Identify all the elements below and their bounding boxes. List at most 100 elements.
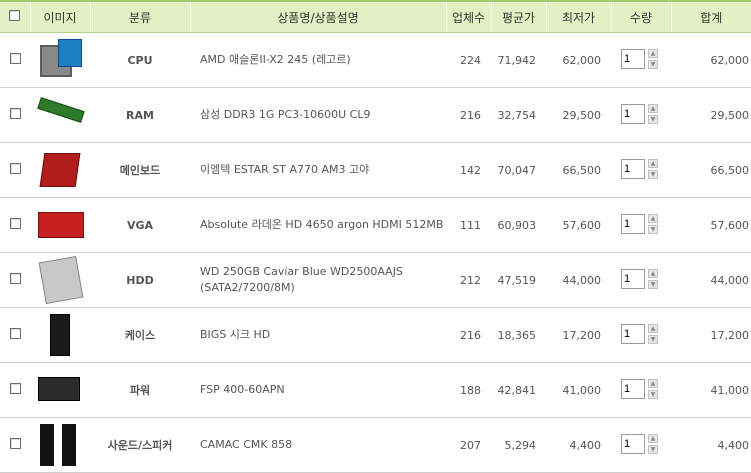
lowest-price[interactable]: 62,000 [546, 32, 611, 88]
category-label: CPU [90, 32, 190, 88]
quantity-input[interactable] [621, 159, 645, 179]
average-price: 47,519 [491, 252, 546, 308]
row-checkbox[interactable] [0, 307, 30, 363]
product-name-link[interactable]: WD 250GB Caviar Blue WD2500AAJS (SATA2/7… [190, 252, 446, 308]
quantity-stepper[interactable]: ▲▼ [611, 307, 671, 363]
hdd-image[interactable] [36, 255, 84, 304]
product-name-link[interactable]: 삼성 DDR3 1G PC3-10600U CL9 [190, 87, 446, 143]
product-image-cell[interactable] [30, 197, 90, 253]
increment-icon[interactable]: ▲ [648, 214, 658, 223]
average-price: 42,841 [491, 362, 546, 418]
psu-image[interactable] [36, 367, 84, 411]
row-total: 4,400 [671, 417, 751, 473]
product-name-link[interactable]: BIGS 시크 HD [190, 307, 446, 363]
checkbox-box[interactable] [9, 383, 21, 394]
table-header: 이미지 분류 상품명/상품설명 업체수 평균가 최저가 수량 합계 [0, 0, 751, 33]
table-row: HDD WD 250GB Caviar Blue WD2500AAJS (SATA… [0, 252, 751, 308]
row-checkbox[interactable] [0, 197, 30, 253]
mainboard-image[interactable] [36, 147, 84, 191]
cpu-image[interactable] [36, 37, 84, 81]
decrement-icon[interactable]: ▼ [648, 445, 658, 454]
table-row: VGA Absolute 라데온 HD 4650 argon HDMI 512MB… [0, 197, 751, 253]
quantity-stepper[interactable]: ▲▼ [611, 32, 671, 88]
product-image-cell[interactable] [30, 252, 90, 308]
category-label: HDD [90, 252, 190, 308]
ram-image[interactable] [36, 92, 85, 136]
increment-icon[interactable]: ▲ [648, 269, 658, 278]
checkbox-box[interactable] [9, 218, 21, 229]
row-checkbox[interactable] [0, 362, 30, 418]
lowest-price[interactable]: 41,000 [546, 362, 611, 418]
vga-image[interactable] [36, 202, 84, 246]
increment-icon[interactable]: ▲ [648, 49, 658, 58]
row-checkbox[interactable] [0, 87, 30, 143]
decrement-icon[interactable]: ▼ [648, 225, 658, 234]
lowest-price[interactable]: 17,200 [546, 307, 611, 363]
product-image-cell[interactable] [30, 32, 90, 88]
quantity-input[interactable] [621, 379, 645, 399]
checkbox-box[interactable] [9, 10, 21, 21]
product-image-cell[interactable] [30, 87, 90, 143]
row-checkbox[interactable] [0, 417, 30, 473]
checkbox-box[interactable] [9, 163, 21, 174]
product-image-cell[interactable] [30, 417, 90, 473]
row-total: 29,500 [671, 87, 751, 143]
quantity-input[interactable] [621, 104, 645, 124]
row-checkbox[interactable] [0, 32, 30, 88]
speaker-image[interactable] [36, 422, 84, 466]
decrement-icon[interactable]: ▼ [648, 115, 658, 124]
quantity-input[interactable] [621, 324, 645, 344]
quantity-input[interactable] [621, 214, 645, 234]
increment-icon[interactable]: ▲ [648, 159, 658, 168]
quantity-stepper[interactable]: ▲▼ [611, 362, 671, 418]
header-avg-price: 평균가 [490, 0, 546, 33]
checkbox-box[interactable] [9, 328, 21, 339]
quantity-stepper[interactable]: ▲▼ [611, 142, 671, 198]
table-row: RAM 삼성 DDR3 1G PC3-10600U CL9 216 32,754 29,… [0, 87, 751, 143]
increment-icon[interactable]: ▲ [648, 379, 658, 388]
increment-icon[interactable]: ▲ [648, 434, 658, 443]
product-name-link[interactable]: FSP 400-60APN [190, 362, 446, 418]
vendor-count: 216 [446, 307, 491, 363]
decrement-icon[interactable]: ▼ [648, 335, 658, 344]
increment-icon[interactable]: ▲ [648, 324, 658, 333]
average-price: 60,903 [491, 197, 546, 253]
decrement-icon[interactable]: ▼ [648, 280, 658, 289]
table-row: CPU AMD 애슬론II-X2 245 (레고르) 224 71,942 62,000… [0, 32, 751, 88]
product-name-link[interactable]: 이엠텍 ESTAR ST A770 AM3 고야 [190, 142, 446, 198]
checkbox-box[interactable] [9, 438, 21, 449]
lowest-price[interactable]: 44,000 [546, 252, 611, 308]
product-image-cell[interactable] [30, 142, 90, 198]
increment-icon[interactable]: ▲ [648, 104, 658, 113]
product-name-link[interactable]: Absolute 라데온 HD 4650 argon HDMI 512MB [190, 197, 446, 253]
checkbox-box[interactable] [9, 53, 21, 64]
case-image[interactable] [36, 312, 84, 356]
product-name-link[interactable]: CAMAC CMK 858 [190, 417, 446, 473]
checkbox-box[interactable] [9, 108, 21, 119]
lowest-price[interactable]: 57,600 [546, 197, 611, 253]
quantity-stepper[interactable]: ▲▼ [611, 87, 671, 143]
lowest-price[interactable]: 66,500 [546, 142, 611, 198]
product-image-cell[interactable] [30, 307, 90, 363]
row-checkbox[interactable] [0, 142, 30, 198]
category-label: 파워 [90, 362, 190, 418]
checkbox-box[interactable] [9, 273, 21, 284]
row-checkbox[interactable] [0, 252, 30, 308]
quantity-stepper[interactable]: ▲▼ [611, 252, 671, 308]
select-all-checkbox[interactable] [0, 0, 30, 33]
average-price: 5,294 [491, 417, 546, 473]
vendor-count: 207 [446, 417, 491, 473]
lowest-price[interactable]: 4,400 [546, 417, 611, 473]
quantity-input[interactable] [621, 49, 645, 69]
product-image-cell[interactable] [30, 362, 90, 418]
quantity-input[interactable] [621, 269, 645, 289]
quantity-input[interactable] [621, 434, 645, 454]
quantity-stepper[interactable]: ▲▼ [611, 197, 671, 253]
decrement-icon[interactable]: ▼ [648, 60, 658, 69]
category-label: 메인보드 [90, 142, 190, 198]
decrement-icon[interactable]: ▼ [648, 390, 658, 399]
lowest-price[interactable]: 29,500 [546, 87, 611, 143]
product-name-link[interactable]: AMD 애슬론II-X2 245 (레고르) [190, 32, 446, 88]
decrement-icon[interactable]: ▼ [648, 170, 658, 179]
quantity-stepper[interactable]: ▲▼ [611, 417, 671, 473]
